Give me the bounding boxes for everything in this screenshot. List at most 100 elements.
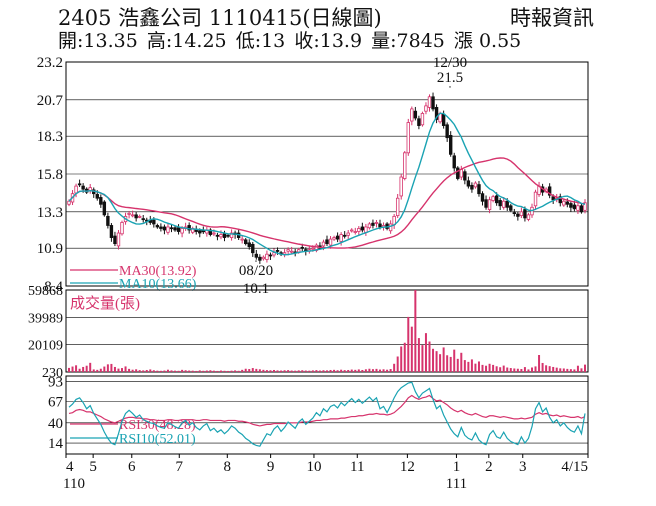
price-tick-label: 20.7	[37, 93, 64, 109]
chart-header: 2405 浩鑫公司 1110415(日線圖) 開:13.35 高:14.25 低…	[0, 0, 656, 56]
candle-body	[533, 191, 538, 207]
candle-body	[353, 231, 357, 233]
candle-body	[130, 214, 135, 217]
candle-body	[272, 252, 276, 256]
candle-body	[403, 152, 407, 179]
candle-body	[261, 256, 266, 260]
candle-body	[371, 222, 375, 226]
candle-body	[176, 227, 181, 232]
candle-body	[427, 96, 432, 108]
x-tick-label: 10	[306, 459, 321, 475]
trough-value-label: 10.1	[243, 281, 269, 297]
candle-body	[99, 197, 103, 205]
candle-body	[120, 222, 124, 235]
candle-body	[417, 118, 421, 126]
rsi-tick-label: 67	[48, 395, 64, 411]
candle-body	[452, 155, 456, 169]
x-year-label: 110	[63, 476, 85, 492]
candle-body	[222, 233, 227, 238]
candle-body	[410, 108, 414, 122]
candle-body	[360, 226, 365, 231]
candle-body	[77, 183, 82, 186]
price-tick-label: 13.3	[37, 205, 63, 221]
candle-body	[480, 193, 485, 202]
candle-body	[551, 196, 555, 201]
candle-body	[434, 107, 439, 120]
candle-body	[572, 204, 577, 210]
candle-body	[413, 110, 418, 119]
candle-body	[456, 167, 460, 179]
candle-body	[201, 230, 206, 233]
candle-body	[470, 184, 474, 190]
candle-body	[152, 219, 156, 225]
candle-body	[187, 225, 191, 231]
candle-body	[523, 209, 527, 219]
candle-body	[466, 180, 471, 187]
candle-body	[332, 237, 336, 240]
candle-body	[583, 202, 587, 211]
candle-body	[516, 213, 520, 217]
candle-body	[339, 234, 343, 242]
peak-date-label: 12/30	[433, 55, 467, 71]
x-tick-label: 5	[89, 459, 97, 475]
price-tick-label: 23.2	[37, 55, 63, 71]
rsi-legend-label: RSI10(52.01)	[119, 432, 196, 447]
x-tick-label: 1	[453, 459, 461, 475]
candle-body	[328, 238, 333, 246]
candle-body	[321, 241, 326, 247]
candle-body	[81, 185, 85, 190]
rsi-tick-label: 14	[48, 436, 64, 452]
trough-date-label: 08/20	[239, 263, 273, 279]
candle-body	[445, 124, 449, 139]
candle-body	[342, 234, 347, 237]
price-tick-label: 15.8	[37, 167, 63, 183]
candle-body	[67, 200, 71, 205]
x-tick-label: 11	[350, 459, 364, 475]
candle-body	[558, 196, 562, 204]
rsi-line-rsi10	[68, 381, 586, 447]
candle-body	[226, 234, 230, 237]
candle-body	[399, 176, 403, 197]
candle-body	[579, 205, 584, 213]
volume-title: 成交量(張)	[70, 294, 140, 312]
x-tick-label: 9	[267, 459, 275, 475]
data-source: 時報資訊	[510, 6, 594, 30]
candle-body	[180, 228, 184, 234]
candle-body	[526, 214, 531, 220]
ma10-line	[68, 112, 586, 256]
candle-body	[519, 211, 524, 217]
candle-body	[102, 201, 107, 216]
candle-body	[198, 230, 202, 234]
x-tick-label: 4/15	[561, 459, 588, 475]
candle-body	[424, 105, 428, 112]
candle-body	[169, 227, 174, 230]
candle-body	[134, 214, 138, 219]
x-tick-label: 3	[519, 459, 527, 475]
price-tick-label: 8.4	[44, 279, 63, 295]
candle-body	[388, 223, 393, 232]
volume-tick-label: 39989	[28, 311, 63, 326]
candle-body	[106, 215, 110, 226]
candle-body	[576, 205, 580, 211]
candle-body	[275, 250, 280, 252]
candle-body	[378, 223, 382, 228]
candle-body	[473, 182, 478, 188]
candle-body	[254, 253, 259, 258]
candle-body	[95, 194, 99, 199]
candle-body	[569, 203, 573, 208]
price-panel: 23.2 20.7 18.3 15.8 13.3 10.9 8.4 MA30(13.92)MA…	[37, 55, 589, 297]
candle-body	[268, 254, 273, 257]
x-tick-label: 6	[128, 459, 136, 475]
candle-body	[350, 229, 354, 232]
x-tick-label: 12	[400, 459, 415, 475]
candle-body	[311, 247, 315, 250]
candle-body	[325, 239, 329, 245]
candle-body	[247, 242, 251, 248]
candle-body	[420, 113, 425, 126]
candle-body	[395, 197, 400, 217]
rsi-frame	[65, 375, 589, 455]
candle-body	[502, 200, 506, 208]
candle-body	[166, 226, 170, 233]
candle-body	[487, 199, 492, 210]
